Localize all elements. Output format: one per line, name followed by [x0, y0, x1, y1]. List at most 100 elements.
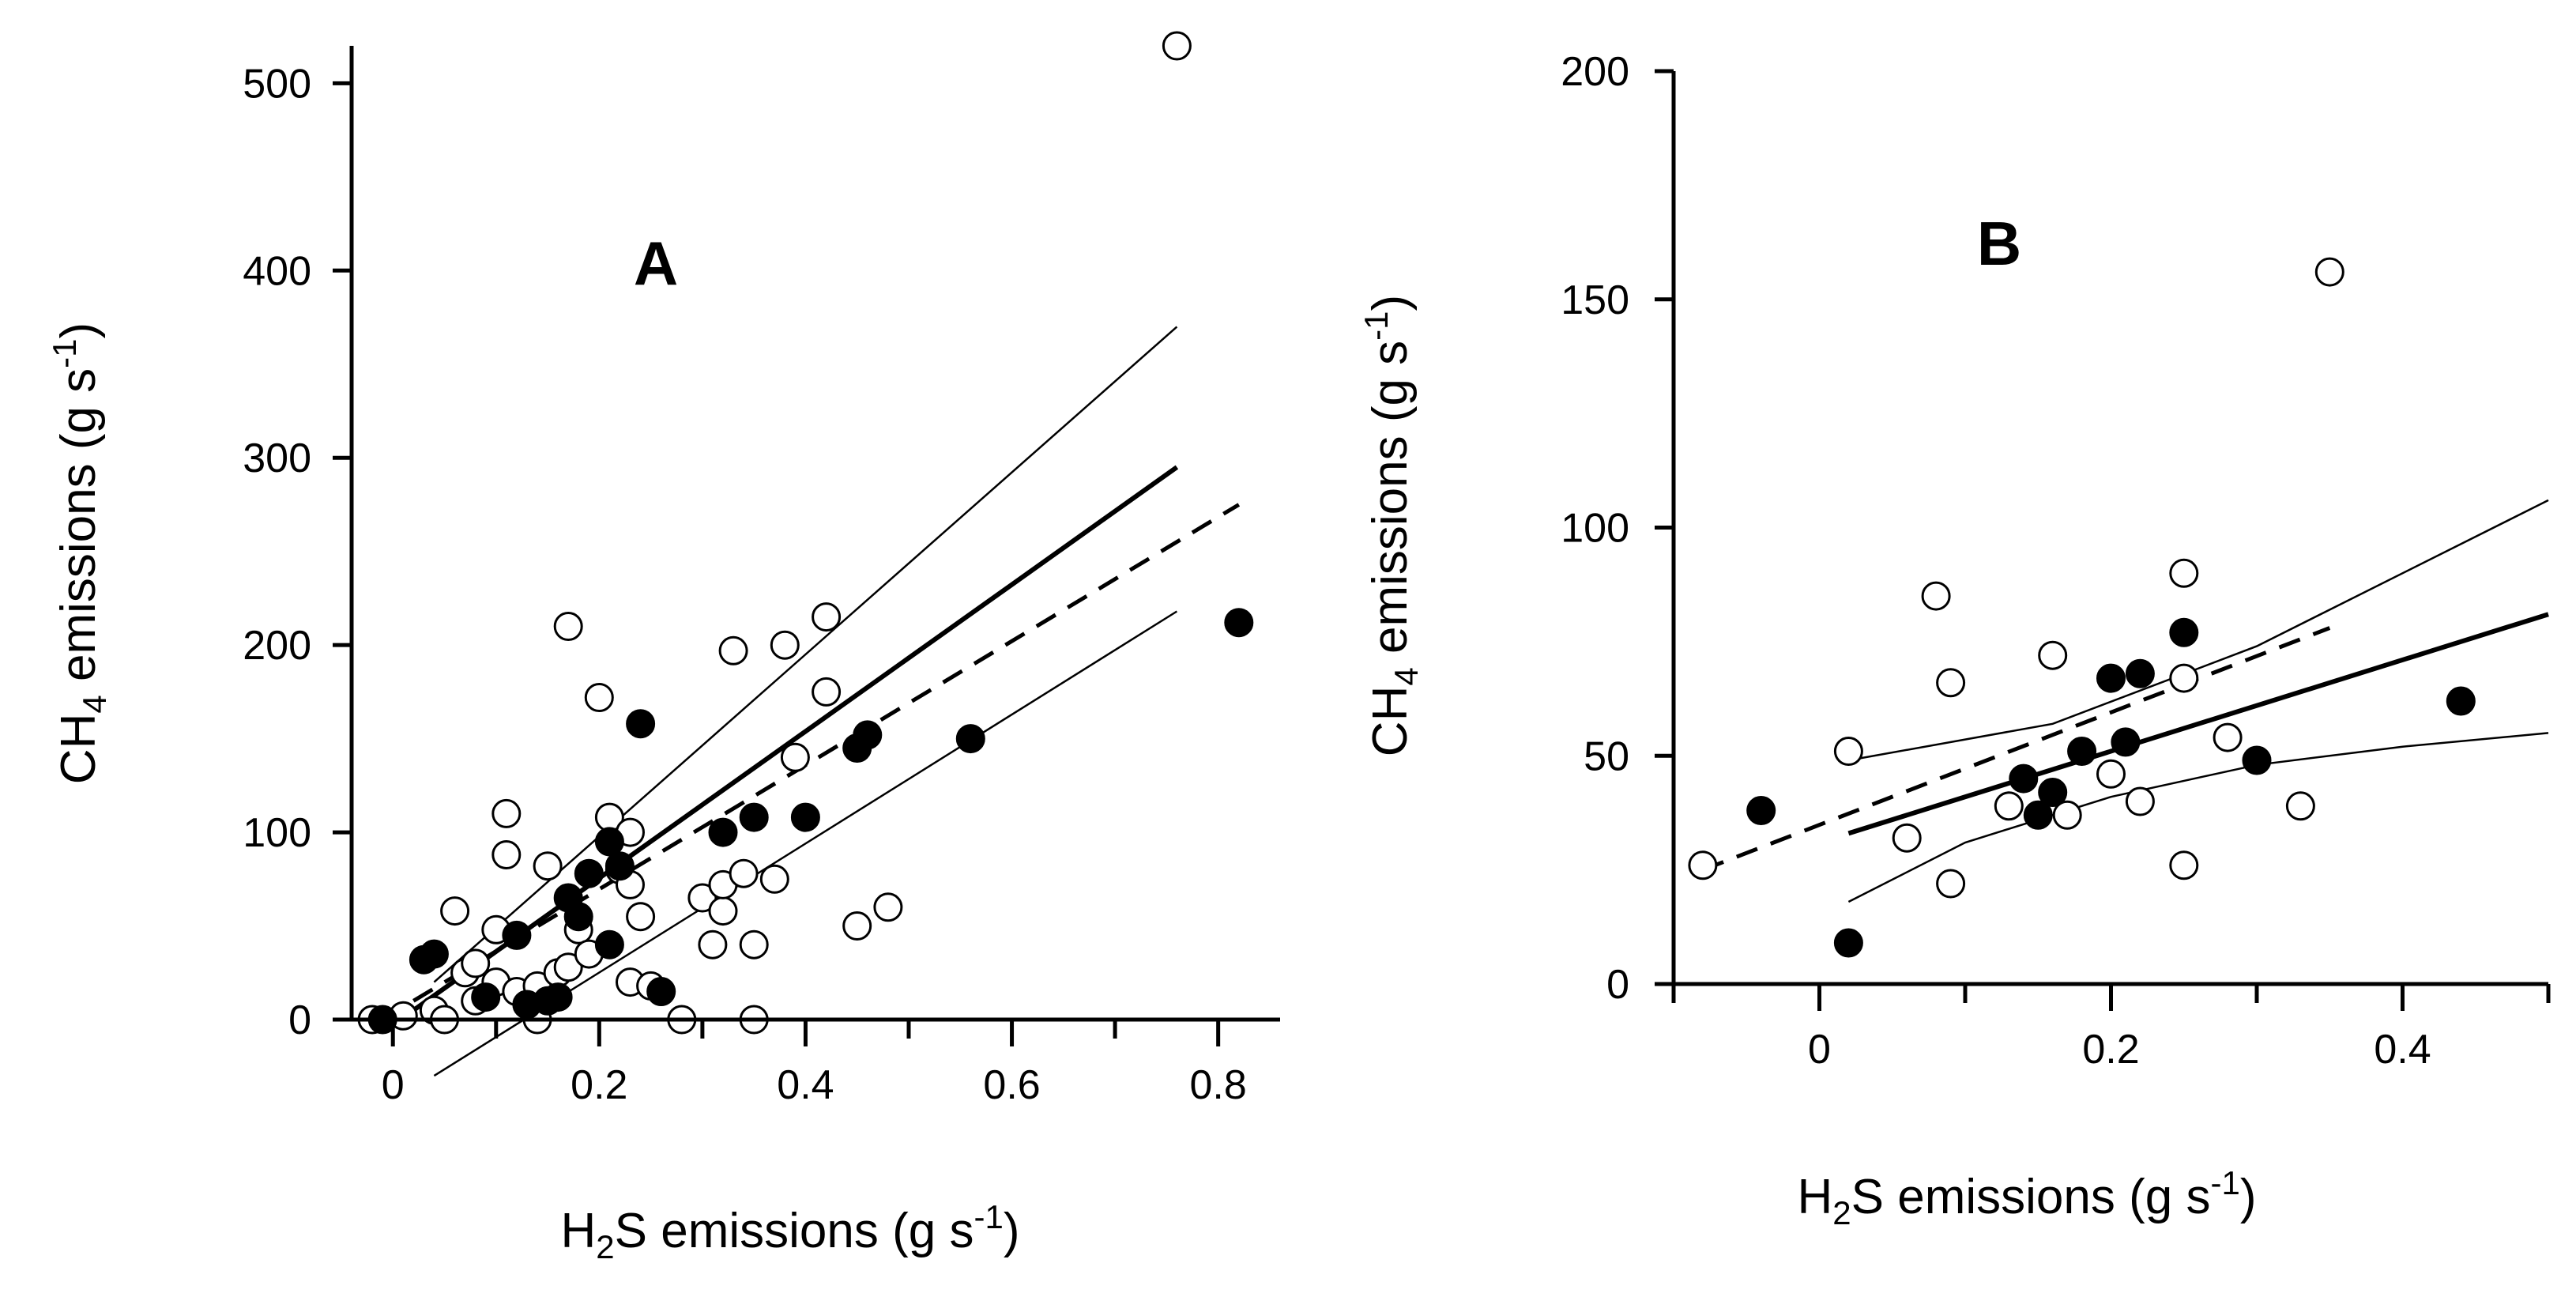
pa-open-point: [687, 883, 717, 913]
pb-open-point: [1892, 823, 1922, 853]
pa-upper-confidence-band: [433, 326, 1178, 983]
pb-filled-point: [2009, 763, 2039, 794]
pb-open-point: [2096, 759, 2126, 789]
pb-regression-fit: [1847, 612, 2549, 836]
panel-a-label: A: [634, 228, 678, 298]
pa-open-point: [553, 952, 583, 982]
pb-y-tick-label: 0: [1606, 962, 1629, 1008]
pb-open-point: [1936, 869, 1966, 899]
pb-open-point: [2285, 791, 2315, 821]
pb-lower-confidence-band: [1847, 732, 2549, 903]
pb-y-tick-label: 100: [1561, 506, 1629, 552]
pb-filled-point: [2023, 800, 2053, 830]
pb-filled-point: [1746, 796, 1776, 825]
pa-open-point: [626, 902, 656, 932]
pb-filled-point: [2038, 778, 2068, 807]
pa-y-tick-label: 0: [288, 997, 311, 1043]
pa-filled-point: [646, 977, 676, 1006]
pa-y-tick-label: 400: [243, 248, 311, 294]
pb-filled-point: [2125, 658, 2155, 688]
pb-open-point: [2169, 558, 2199, 588]
pb-x-tick-label: 0.4: [2374, 1027, 2431, 1073]
pa-open-point: [533, 851, 563, 881]
pb-upper-confidence-band: [1848, 499, 2549, 762]
pb-open-point: [2213, 722, 2243, 752]
pb-filled-point: [2169, 617, 2199, 647]
panel-b-axes: 0 50 100 150 200 0 0.2 0.4: [1561, 49, 2551, 1073]
pa-open-point: [873, 892, 903, 922]
pa-open-point: [491, 798, 522, 828]
pa-x-tick-label: 0.8: [1190, 1062, 1247, 1108]
pa-filled-point: [626, 709, 656, 739]
pa-open-point: [770, 630, 800, 660]
pb-filled-point: [2446, 686, 2476, 716]
pa-dashed-fit: [412, 503, 1241, 1003]
pa-open-point: [812, 677, 842, 707]
pb-y-tick-label: 50: [1584, 733, 1629, 779]
pa-y-tick-label: 100: [243, 810, 311, 856]
pa-filled-point: [594, 929, 624, 960]
pa-filled-point: [853, 720, 883, 750]
pb-filled-point: [2067, 737, 2097, 766]
panel-a-points: [357, 31, 1254, 1035]
panel-a-y-axis-title: CH4 emissions (g s-1): [46, 322, 113, 784]
pb-open-point: [2314, 257, 2344, 287]
pb-open-point: [2169, 850, 2199, 880]
pa-x-tick-label: 0.4: [777, 1062, 834, 1108]
pa-x-tick-label: 0.2: [571, 1062, 627, 1108]
pa-filled-point: [955, 724, 985, 754]
pa-open-point: [718, 635, 748, 665]
panel-a: 0 100 200 300 400 500 0 0.2 0.4 0.6 0.8 A H2S emis…: [46, 31, 1280, 1265]
pa-open-point: [491, 840, 522, 869]
pb-open-point: [1833, 737, 1863, 766]
pa-filled-point: [1224, 608, 1254, 638]
pa-y-tick-label: 200: [243, 623, 311, 669]
pa-x-tick-label: 0: [382, 1062, 405, 1108]
pa-open-point: [759, 864, 789, 894]
pb-open-point: [2052, 800, 2082, 830]
pa-filled-point: [604, 851, 635, 881]
pa-open-point: [1162, 31, 1192, 61]
pb-open-point: [2125, 786, 2155, 816]
pa-filled-point: [790, 802, 820, 832]
panel-a-axes: 0 100 200 300 400 500 0 0.2 0.4 0.6 0.8: [243, 46, 1280, 1108]
pb-y-tick-label: 200: [1561, 49, 1629, 95]
pa-x-tick-label: 0.6: [983, 1062, 1040, 1108]
panel-b-label: B: [1977, 209, 2021, 278]
pb-open-point: [1921, 581, 1951, 611]
pa-filled-point: [594, 827, 624, 857]
pb-filled-point: [2096, 663, 2126, 693]
pb-open-point: [1936, 668, 1966, 698]
pa-filled-point: [708, 817, 738, 847]
pb-open-point: [1688, 850, 1718, 880]
pa-open-point: [440, 896, 470, 926]
pb-open-point: [1994, 791, 2024, 821]
pa-filled-point: [419, 939, 449, 969]
pa-open-point: [698, 929, 728, 960]
pa-open-point: [461, 948, 491, 978]
pa-filled-point: [739, 802, 769, 832]
pb-filled-point: [1833, 928, 1863, 958]
panel-b-points: [1688, 257, 2476, 958]
pa-open-point: [553, 612, 583, 641]
pb-y-tick-label: 150: [1561, 277, 1629, 323]
pb-x-tick-label: 0.2: [2082, 1027, 2139, 1073]
pb-filled-point: [2111, 727, 2141, 757]
pa-open-point: [584, 683, 614, 712]
pa-open-point: [812, 602, 842, 632]
pb-dashed-fit: [1702, 626, 2331, 872]
pa-filled-point: [574, 858, 604, 888]
pa-open-point: [842, 911, 872, 941]
pa-filled-point: [502, 920, 532, 950]
pb-x-tick-label: 0: [1808, 1027, 1831, 1073]
pa-filled-point: [471, 982, 501, 1012]
panel-b-lines: [1702, 499, 2549, 903]
pb-filled-point: [2242, 745, 2272, 775]
panel-b-y-axis-title: CH4 emissions (g s-1): [1358, 295, 1425, 756]
pa-open-point: [708, 896, 738, 926]
pa-open-point: [729, 858, 759, 888]
pa-y-tick-label: 300: [243, 435, 311, 481]
pb-open-point: [2038, 640, 2068, 670]
pa-open-point: [780, 742, 810, 772]
